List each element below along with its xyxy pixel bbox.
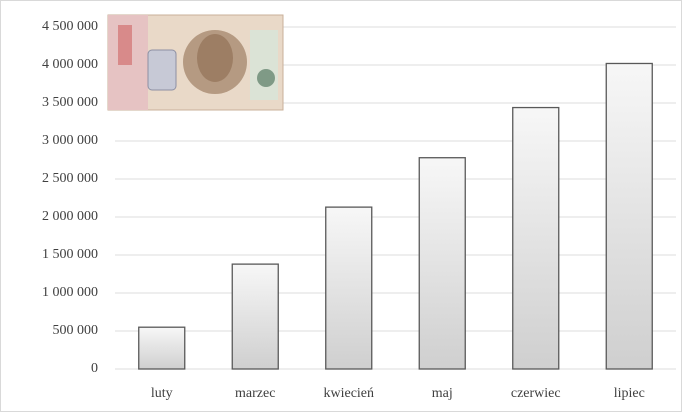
page: 0 500 000 1 000 000 1 500 000 2 000 000 2 500…: [0, 0, 682, 412]
bar: [513, 108, 559, 369]
x-tick-label: czerwiec: [511, 386, 561, 401]
bar: [606, 63, 652, 369]
y-tick-label: 1 500 000: [42, 247, 98, 262]
y-tick-label: 500 000: [53, 323, 99, 338]
chart: 0 500 000 1 000 000 1 500 000 2 000 000 2 500…: [0, 0, 682, 412]
y-tick-label: 0: [91, 361, 98, 376]
y-tick-label: 3 000 000: [42, 133, 98, 148]
y-tick-label: 3 500 000: [42, 95, 98, 110]
x-tick-label: lipiec: [614, 386, 645, 401]
x-tick-label: maj: [432, 386, 453, 401]
bar: [326, 207, 372, 369]
y-tick-label: 4 500 000: [42, 19, 98, 34]
x-tick-label: marzec: [235, 386, 275, 401]
y-tick-label: 1 000 000: [42, 285, 98, 300]
bar: [232, 264, 278, 369]
y-tick-label: 4 000 000: [42, 57, 98, 72]
y-tick-label: 2 500 000: [42, 171, 98, 186]
x-tick-label: luty: [151, 386, 173, 401]
bar: [419, 158, 465, 369]
bar: [139, 327, 185, 369]
y-tick-label: 2 000 000: [42, 209, 98, 224]
x-tick-label: kwiecień: [323, 386, 374, 401]
banknote-image: [108, 15, 283, 110]
